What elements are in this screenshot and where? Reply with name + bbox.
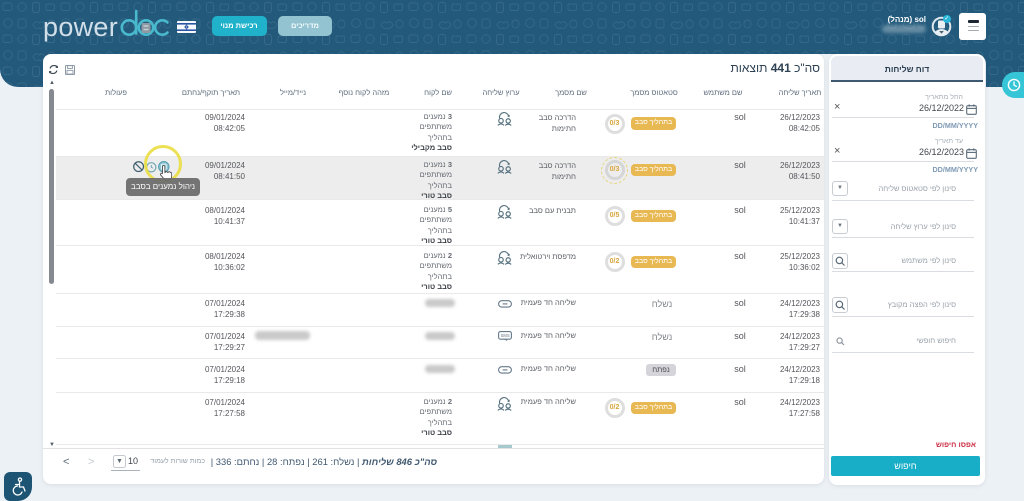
svg-text:SMS: SMS <box>501 333 510 338</box>
